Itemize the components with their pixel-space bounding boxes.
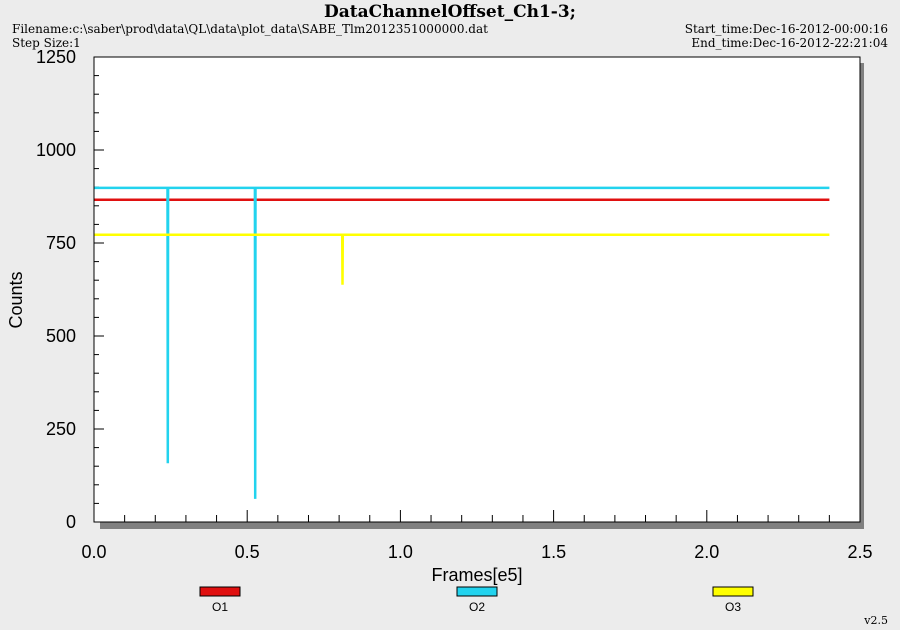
x-axis-ticks: 0.0 0.5 1.0 1.5 2.0 2.5 (81, 510, 873, 562)
legend: O1 O2 O3 (199, 586, 754, 614)
filename-label: Filename:c:\saber\prod\data\QL\data\plot… (12, 22, 488, 36)
series-layer (94, 186, 830, 499)
x-tick-label: 2.5 (847, 542, 872, 562)
y-tick-label: 500 (46, 326, 76, 346)
legend-swatch-o2 (456, 586, 498, 597)
y-tick-label: 1000 (36, 140, 76, 160)
x-tick-label: 0.0 (81, 542, 106, 562)
y-tick-label: 750 (46, 233, 76, 253)
legend-label-o1: O1 (212, 600, 228, 614)
legend-swatch-o1 (199, 586, 241, 597)
page-title: DataChannelOffset_Ch1-3; (324, 2, 576, 22)
version-label: v2.5 (864, 614, 888, 627)
legend-swatch-o3 (712, 586, 754, 597)
y-axis-ticks: 0 250 500 750 1000 1250 (36, 47, 104, 532)
x-tick-label: 1.0 (388, 542, 413, 562)
x-axis-title: Frames[e5] (431, 565, 522, 585)
legend-label-o2: O2 (469, 600, 485, 614)
y-tick-label: 1250 (36, 47, 76, 67)
x-tick-label: 0.5 (235, 542, 260, 562)
series-line-o3 (94, 233, 830, 285)
legend-label-o3: O3 (725, 600, 741, 614)
end-time-label: End_time:Dec-16-2012-22:21:04 (691, 36, 888, 50)
step-size-label: Step Size:1 (12, 36, 81, 50)
plot-area (93, 56, 861, 523)
y-axis-title: Counts (6, 271, 26, 328)
x-tick-label: 2.0 (694, 542, 719, 562)
y-tick-label: 250 (46, 419, 76, 439)
y-tick-label: 0 (66, 512, 76, 532)
start-time-label: Start_time:Dec-16-2012-00:00:16 (684, 22, 888, 36)
x-tick-label: 1.5 (541, 542, 566, 562)
